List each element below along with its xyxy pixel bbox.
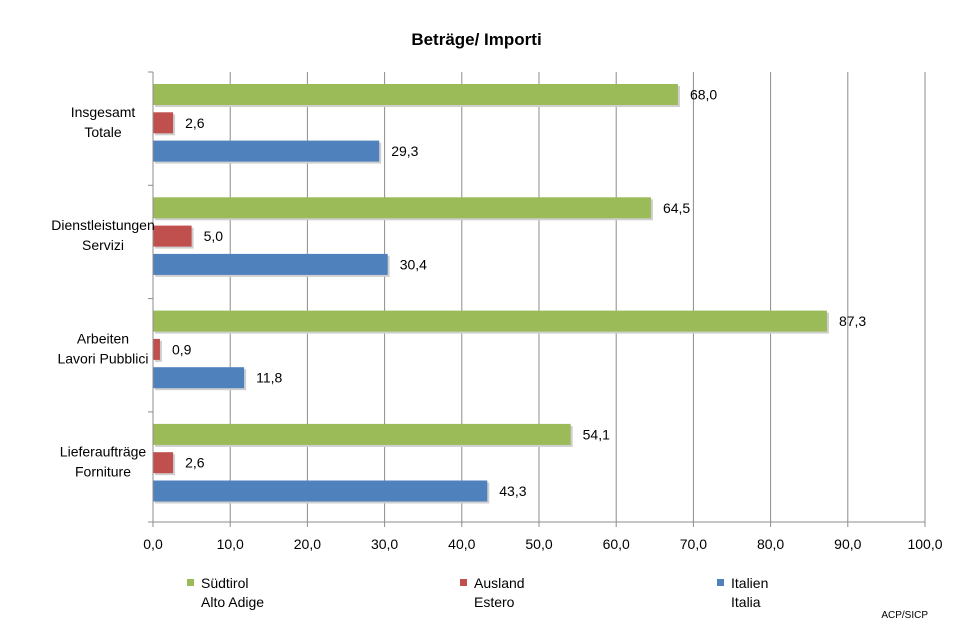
chart-title: Beträge/ Importi — [411, 30, 542, 49]
legend-label-ausland-de: Ausland — [474, 575, 525, 591]
data-label: 30,4 — [400, 256, 427, 272]
bar — [153, 225, 192, 247]
legend-swatch-ausland — [460, 579, 467, 586]
data-label: 11,8 — [256, 370, 282, 386]
bar — [153, 112, 174, 134]
gridlines — [152, 72, 926, 522]
x-tick-label: 0,0 — [143, 536, 163, 552]
x-tick-label: 20,0 — [294, 536, 321, 552]
bar — [153, 423, 571, 445]
data-label: 2,6 — [185, 115, 205, 131]
x-tick-label: 50,0 — [525, 536, 552, 552]
category-label: Servizi — [82, 237, 124, 253]
legend-swatch-italien — [717, 579, 724, 586]
x-tick-label: 100,0 — [907, 536, 942, 552]
category-label: Totale — [84, 124, 122, 140]
legend-label-ausland-it: Estero — [474, 594, 515, 610]
category-label: Forniture — [75, 464, 131, 480]
data-label: 2,6 — [185, 455, 205, 471]
x-tick-label: 90,0 — [834, 536, 861, 552]
bar — [153, 480, 488, 502]
legend-swatch-suedtirol — [187, 579, 194, 586]
x-tick-label: 40,0 — [448, 536, 475, 552]
category-label: Lieferaufträge — [60, 444, 147, 460]
legend-label-suedtirol-it: Alto Adige — [201, 594, 265, 610]
x-tick-label: 80,0 — [757, 536, 784, 552]
bar — [153, 84, 678, 105]
data-label: 5,0 — [204, 228, 224, 244]
bar — [153, 310, 827, 332]
data-labels: 68,0 64,5 87,3 54,1 2,6 5,0 0,9 2,6 29,3 30,4 11,8… — [172, 87, 866, 500]
legend-label-italien-de: Italien — [731, 575, 769, 591]
axes: 0,0 10,0 20,0 30,0 40,0 50,0 60,0 70,0 80,0 90,0 1… — [51, 71, 943, 552]
data-label: 64,5 — [663, 200, 690, 216]
data-label: 87,3 — [839, 313, 866, 329]
data-label: 0,9 — [172, 341, 192, 357]
category-label: Lavori Pubblici — [57, 350, 148, 366]
x-tick-label: 60,0 — [603, 536, 630, 552]
data-label: 43,3 — [499, 483, 526, 499]
bar — [153, 452, 174, 474]
source-note: ACP/SICP — [881, 610, 928, 621]
bar — [153, 338, 160, 360]
data-label: 54,1 — [583, 426, 610, 442]
legend-label-suedtirol-de: Südtirol — [201, 575, 249, 591]
bar — [153, 197, 651, 219]
bars — [153, 84, 829, 504]
data-label: 29,3 — [391, 143, 418, 159]
bar — [153, 253, 388, 275]
category-label: Arbeiten — [77, 330, 129, 346]
x-tick-label: 70,0 — [680, 536, 707, 552]
legend-label-italien-it: Italia — [731, 594, 761, 610]
bar — [153, 367, 245, 389]
x-tick-label: 10,0 — [217, 536, 244, 552]
x-tick-label: 30,0 — [371, 536, 398, 552]
category-label: Insgesamt — [71, 104, 136, 120]
data-label: 68,0 — [690, 87, 717, 103]
category-label: Dienstleistungen — [51, 217, 155, 233]
bar — [153, 140, 380, 162]
